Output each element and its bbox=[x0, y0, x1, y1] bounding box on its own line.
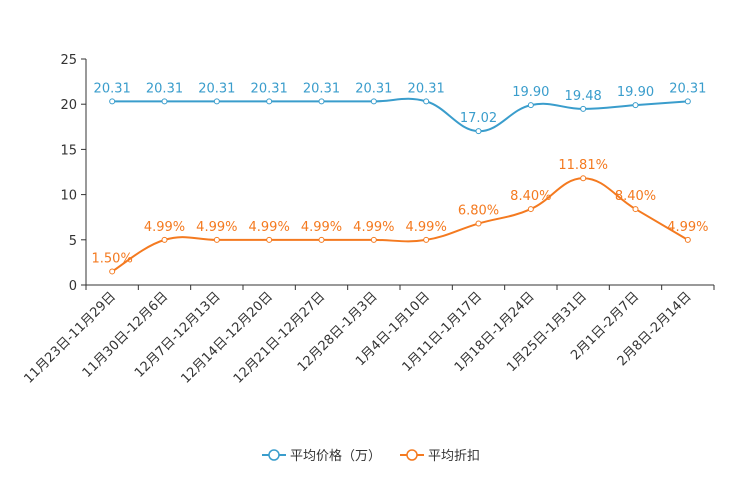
data-point[interactable] bbox=[684, 98, 691, 105]
y-tick-label: 0 bbox=[69, 279, 77, 294]
y-tick-label: 15 bbox=[60, 143, 77, 158]
data-point[interactable] bbox=[632, 102, 639, 109]
data-point[interactable] bbox=[266, 98, 273, 105]
data-point[interactable] bbox=[475, 128, 482, 135]
data-label: 4.99% bbox=[406, 220, 447, 235]
y-tick-label: 5 bbox=[69, 234, 77, 249]
data-label: 8.40% bbox=[615, 189, 656, 204]
data-point[interactable] bbox=[527, 206, 534, 213]
data-point[interactable] bbox=[266, 236, 273, 243]
data-label: 19.90 bbox=[512, 85, 549, 100]
data-label: 4.99% bbox=[353, 220, 394, 235]
series-1: 1.50% 4.99% 4.99% 4.99% 4.99% 4.99% 4.99% 6.80%… bbox=[92, 158, 708, 275]
data-point[interactable] bbox=[580, 105, 587, 112]
data-point[interactable] bbox=[632, 206, 639, 213]
data-label: 4.99% bbox=[667, 220, 708, 235]
data-label: 20.31 bbox=[669, 81, 706, 96]
legend-item-0[interactable]: 平均价格（万） bbox=[262, 448, 381, 464]
y-tick-label: 20 bbox=[60, 98, 77, 113]
data-label: 20.31 bbox=[94, 81, 131, 96]
data-label: 4.99% bbox=[196, 220, 237, 235]
data-label: 1.50% bbox=[92, 251, 133, 266]
data-label: 20.31 bbox=[303, 81, 340, 96]
data-point[interactable] bbox=[109, 98, 116, 105]
legend-label: 平均价格（万） bbox=[290, 448, 381, 464]
data-point[interactable] bbox=[423, 98, 430, 105]
x-axis-ticks: 11月23日-11月29日11月30日-12月6日12月7日-12月13日12月… bbox=[22, 285, 715, 387]
data-point[interactable] bbox=[318, 236, 325, 243]
data-point[interactable] bbox=[213, 98, 220, 105]
data-label: 20.31 bbox=[198, 81, 235, 96]
data-label: 8.40% bbox=[510, 189, 551, 204]
data-label: 20.31 bbox=[251, 81, 288, 96]
data-label: 19.48 bbox=[565, 89, 602, 104]
data-label: 6.80% bbox=[458, 204, 499, 219]
y-tick-label: 10 bbox=[60, 189, 77, 204]
data-point[interactable] bbox=[161, 236, 168, 243]
data-point[interactable] bbox=[580, 175, 587, 182]
x-tick-label: 11月23日-11月29日 bbox=[22, 289, 119, 386]
x-tick-label: 12月21日-12月27日 bbox=[231, 289, 328, 386]
data-point[interactable] bbox=[109, 268, 116, 275]
data-label: 20.31 bbox=[146, 81, 183, 96]
data-label: 17.02 bbox=[460, 111, 497, 126]
legend-marker-icon bbox=[268, 449, 280, 461]
data-label: 4.99% bbox=[301, 220, 342, 235]
data-label: 19.90 bbox=[617, 85, 654, 100]
data-label: 20.31 bbox=[355, 81, 392, 96]
legend-label: 平均折扣 bbox=[428, 449, 480, 464]
data-point[interactable] bbox=[213, 236, 220, 243]
series-layer: 20.31 20.31 20.31 20.31 20.31 20.31 20.31 17.02… bbox=[92, 81, 708, 275]
y-axis-ticks: 0 5 10 15 20 25 bbox=[60, 53, 86, 294]
legend-marker-icon bbox=[406, 449, 418, 461]
y-tick-label: 25 bbox=[60, 53, 77, 68]
data-point[interactable] bbox=[423, 236, 430, 243]
data-point[interactable] bbox=[370, 98, 377, 105]
legend-item-1[interactable]: 平均折扣 bbox=[400, 449, 480, 464]
data-label: 20.31 bbox=[408, 81, 445, 96]
data-point[interactable] bbox=[318, 98, 325, 105]
series-0: 20.31 20.31 20.31 20.31 20.31 20.31 20.31 17.02… bbox=[94, 81, 706, 135]
data-label: 4.99% bbox=[144, 220, 185, 235]
data-label: 4.99% bbox=[249, 220, 290, 235]
data-point[interactable] bbox=[475, 220, 482, 227]
data-point[interactable] bbox=[161, 98, 168, 105]
legend[interactable]: 平均价格（万） 平均折扣 bbox=[262, 448, 480, 464]
data-point[interactable] bbox=[684, 236, 691, 243]
x-tick-label: 12月14日-12月20日 bbox=[179, 289, 276, 386]
data-point[interactable] bbox=[527, 102, 534, 109]
data-label: 11.81% bbox=[558, 158, 608, 173]
data-point[interactable] bbox=[370, 236, 377, 243]
